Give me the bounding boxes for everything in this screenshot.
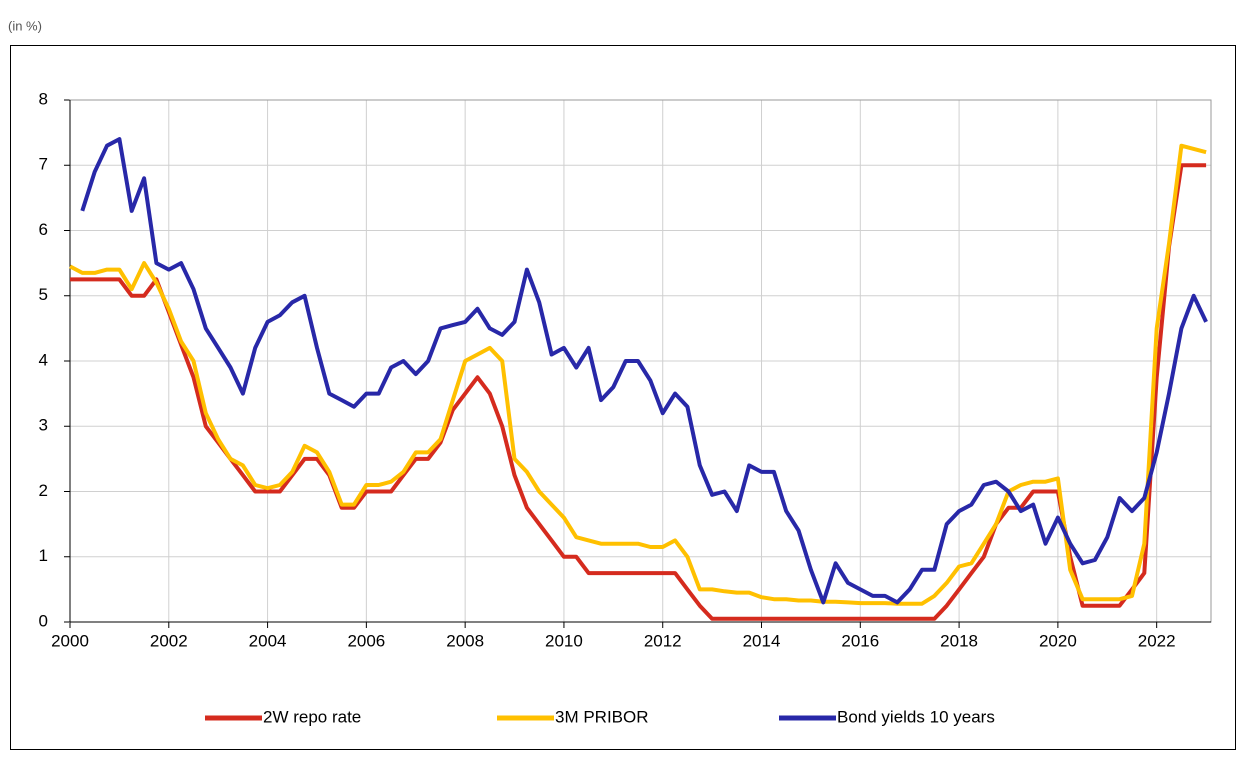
- y-tick-label: 7: [39, 155, 48, 174]
- x-tick-label: 2008: [446, 631, 484, 650]
- y-tick-label: 0: [39, 611, 48, 630]
- y-tick-label: 3: [39, 416, 48, 435]
- legend-label: Bond yields 10 years: [837, 707, 995, 726]
- line-series: [69, 143, 1207, 606]
- x-tick-label: 2006: [347, 631, 385, 650]
- x-tick-label: 2002: [150, 631, 188, 650]
- y-tick-label: 1: [39, 546, 48, 565]
- chart-frame: [10, 45, 1236, 750]
- y-tick-label: 5: [39, 285, 48, 304]
- y-tick-label: 6: [39, 220, 48, 239]
- x-tick-label: 2018: [940, 631, 978, 650]
- x-tick-label: 2016: [841, 631, 879, 650]
- y-tick-label: 8: [39, 89, 48, 108]
- y-unit-label: (in %): [8, 18, 42, 33]
- x-tick-label: 2022: [1138, 631, 1176, 650]
- legend-label: 2W repo rate: [263, 707, 361, 726]
- x-tick-label: 2000: [51, 631, 89, 650]
- x-tick-label: 2012: [644, 631, 682, 650]
- x-tick-label: 2014: [743, 631, 781, 650]
- x-tick-label: 2004: [249, 631, 287, 650]
- y-tick-label: 4: [39, 350, 48, 369]
- x-tick-label: 2020: [1039, 631, 1077, 650]
- x-tick-label: 2010: [545, 631, 583, 650]
- legend-label: 3M PRIBOR: [555, 707, 649, 726]
- line-series: [80, 137, 1208, 605]
- y-tick-label: 2: [39, 481, 48, 500]
